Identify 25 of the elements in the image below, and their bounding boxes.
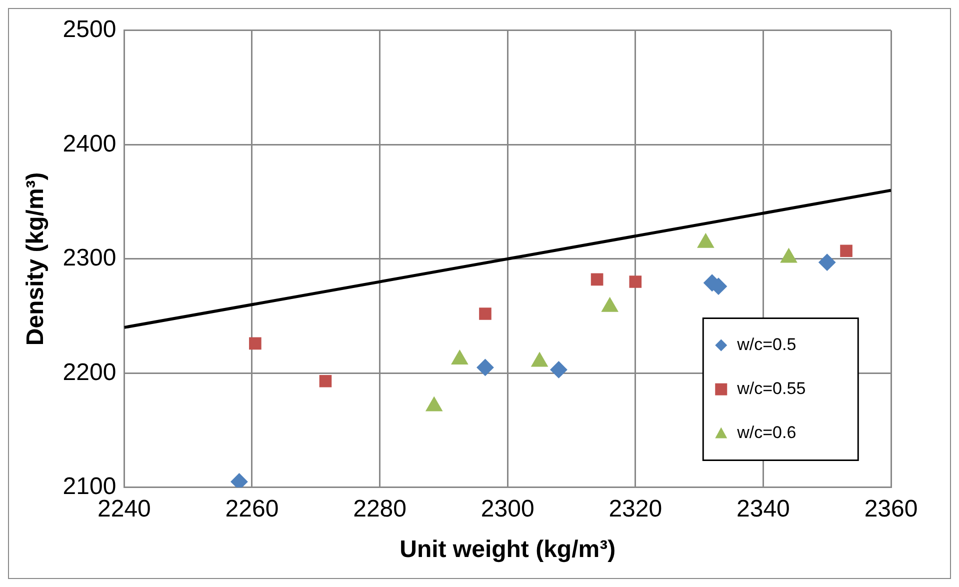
y-tick-label: 2200 [62, 358, 116, 386]
y-axis-title: Density (kg/m³) [22, 172, 50, 346]
x-tick-label: 2340 [736, 495, 790, 522]
point [590, 273, 604, 286]
point [818, 254, 836, 271]
x-tick-label: 2280 [353, 495, 406, 522]
x-tick-label: 2260 [225, 495, 279, 522]
x-tick-label: 2360 [864, 495, 918, 522]
y-tick-label: 2400 [62, 130, 116, 158]
x-tick-label: 2320 [608, 495, 662, 522]
x-tick-label: 2300 [480, 495, 534, 522]
legend-label: w/c=0.5 [736, 334, 796, 354]
legend-label: w/c=0.55 [736, 378, 806, 398]
point [550, 361, 568, 378]
legend-label: w/c=0.6 [736, 422, 796, 442]
point [479, 308, 492, 320]
y-tick-label: 2500 [62, 16, 116, 44]
point [476, 358, 494, 376]
point [426, 396, 442, 412]
point [249, 337, 262, 350]
point [629, 276, 642, 288]
point [840, 244, 852, 258]
y-tick-label: 2300 [62, 244, 116, 272]
point [319, 374, 332, 388]
x-axis-title: Unit weight (kg/m³) [400, 536, 616, 564]
